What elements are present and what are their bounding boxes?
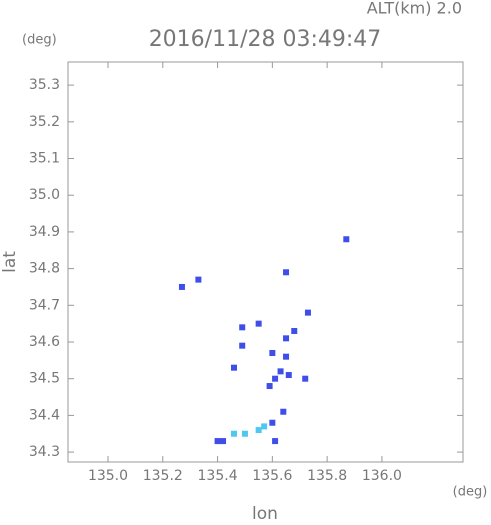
echo-cell	[220, 438, 227, 445]
echo-cell	[261, 423, 268, 430]
y-tick-label: 34.8	[29, 261, 60, 277]
y-tick-label: 34.5	[29, 371, 60, 387]
echo-cell	[272, 438, 279, 445]
plot-frame	[67, 61, 464, 463]
echo-cell	[285, 372, 292, 379]
echo-cell	[280, 408, 287, 415]
y-tick-label: 35.3	[29, 77, 60, 93]
y-tick-label: 35.1	[29, 151, 60, 167]
subtitle: ALT(km) 2.0	[367, 0, 462, 18]
echo-cell	[239, 342, 246, 349]
echo-cell	[283, 269, 290, 276]
x-tick-label: 135.2	[143, 468, 183, 484]
echo-cell	[291, 327, 298, 334]
echo-cell	[255, 320, 262, 327]
x-axis-label: lon	[252, 504, 278, 521]
x-tick-label: 135.8	[307, 468, 347, 484]
y-unit: (deg)	[22, 33, 57, 48]
echo-cell	[302, 375, 309, 382]
echo-cell	[304, 309, 311, 316]
echo-cell	[241, 430, 248, 437]
x-tick-label: 135.4	[198, 468, 238, 484]
echo-cell	[239, 324, 246, 331]
echo-cell	[178, 283, 185, 290]
echo-cell	[266, 383, 273, 390]
x-tick-label: 136.0	[362, 468, 402, 484]
echo-cell	[230, 430, 237, 437]
x-unit: (deg)	[453, 485, 488, 500]
y-tick-label: 34.7	[29, 297, 60, 313]
y-tick-label: 34.3	[29, 444, 60, 460]
y-tick-label: 34.9	[29, 224, 60, 240]
echo-cell	[272, 375, 279, 382]
x-tick-label: 135.0	[88, 468, 128, 484]
y-tick-label: 35.0	[29, 187, 60, 203]
chart-title: 2016/11/28 03:49:47	[149, 27, 382, 52]
echo-cell	[283, 353, 290, 360]
echo-cell	[255, 427, 262, 434]
echo-cell	[269, 419, 276, 426]
echo-cell	[214, 438, 221, 445]
echo-cell	[343, 236, 350, 243]
y-tick-label: 34.4	[29, 407, 60, 423]
echo-cell	[230, 364, 237, 371]
echo-cell	[195, 276, 202, 283]
x-tick-label: 135.6	[252, 468, 292, 484]
echo-cell	[277, 368, 284, 375]
echo-cell	[283, 335, 290, 342]
y-axis-label: lat	[0, 251, 20, 273]
echo-cell	[269, 350, 276, 357]
y-tick-label: 34.6	[29, 334, 60, 350]
y-tick-label: 35.2	[29, 114, 60, 130]
